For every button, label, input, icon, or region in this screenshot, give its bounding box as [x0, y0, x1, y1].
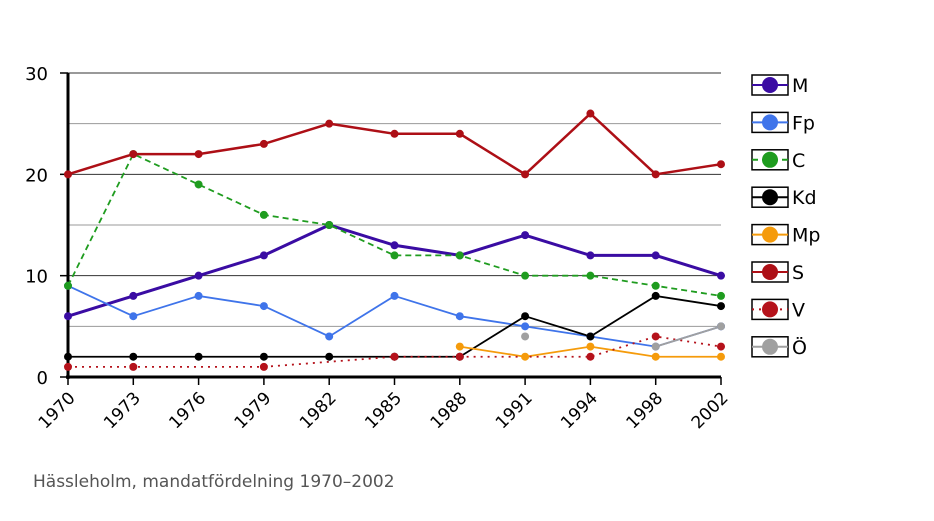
x-tick-label: 1979 — [231, 388, 276, 433]
data-point — [64, 281, 72, 290]
data-point — [194, 180, 203, 189]
data-point — [129, 150, 138, 159]
data-point — [390, 251, 399, 260]
data-point — [651, 332, 660, 341]
data-point — [455, 129, 464, 138]
data-point — [586, 109, 595, 118]
data-point — [586, 332, 595, 341]
x-tick-label: 1973 — [100, 388, 145, 433]
data-point — [717, 160, 725, 169]
legend-label: Mp — [792, 225, 820, 247]
data-point — [521, 231, 530, 240]
data-point — [259, 139, 268, 148]
data-point — [194, 271, 203, 280]
data-point — [64, 352, 72, 361]
data-point — [521, 322, 530, 331]
data-point — [259, 302, 268, 311]
legend-label: Fp — [792, 112, 815, 134]
x-tick-label: 1982 — [296, 388, 341, 433]
series-line — [655, 325, 722, 348]
data-point — [521, 332, 530, 341]
data-point — [455, 312, 464, 321]
data-point — [390, 291, 399, 300]
legend-marker — [762, 338, 778, 355]
data-point — [717, 302, 725, 311]
legend-label: C — [792, 150, 805, 172]
data-point — [194, 291, 203, 300]
data-point — [194, 150, 203, 159]
x-tick-label: 1970 — [35, 388, 80, 433]
data-point — [717, 291, 725, 300]
data-point — [651, 170, 660, 179]
data-point — [64, 170, 72, 179]
series-line — [67, 111, 722, 176]
legend-marker — [762, 189, 778, 206]
data-point — [521, 170, 530, 179]
data-point — [129, 362, 138, 371]
data-point — [586, 342, 595, 351]
legend-label: V — [792, 299, 805, 321]
legend-label: M — [792, 75, 808, 97]
data-point — [521, 352, 530, 361]
data-point — [651, 342, 660, 351]
data-point — [717, 342, 725, 351]
x-tick-label: 1991 — [492, 388, 537, 433]
legend-marker — [762, 301, 778, 318]
legend-marker — [762, 114, 778, 131]
data-point — [586, 271, 595, 280]
legend-marker — [762, 77, 778, 93]
data-point — [129, 312, 138, 321]
data-point — [325, 221, 334, 229]
data-point — [194, 352, 203, 361]
x-tick-label: 1994 — [557, 388, 602, 433]
legend-label: S — [792, 262, 804, 284]
y-tick-label: 10 — [25, 267, 48, 288]
data-point — [717, 352, 725, 361]
data-point — [129, 352, 138, 361]
x-tick-label: 1976 — [165, 388, 210, 433]
chart-caption: Hässleholm, mandatfördelning 1970–2002 — [33, 472, 395, 492]
data-point — [521, 271, 530, 280]
data-point — [651, 352, 660, 361]
legend-marker — [762, 264, 778, 280]
data-point — [586, 251, 595, 260]
data-point — [259, 251, 268, 260]
legend-label: Kd — [792, 187, 817, 209]
x-tick-label: 2002 — [688, 388, 733, 433]
data-point — [64, 312, 72, 321]
data-point — [390, 129, 399, 138]
data-point — [586, 352, 595, 361]
legend-label: Ö — [792, 336, 807, 359]
data-point — [325, 352, 334, 361]
data-point — [717, 322, 725, 331]
data-point — [651, 281, 660, 290]
data-point — [455, 352, 464, 361]
legend-marker — [762, 226, 778, 243]
x-tick-label: 1988 — [427, 388, 472, 433]
data-point — [455, 251, 464, 260]
series-line — [67, 223, 722, 318]
data-point — [325, 332, 334, 341]
y-tick-label: 20 — [25, 165, 48, 186]
y-tick-label: 0 — [37, 368, 48, 389]
data-point — [390, 241, 399, 250]
x-tick-label: 1998 — [623, 388, 668, 433]
data-point — [129, 291, 138, 300]
series-line — [67, 152, 722, 297]
data-point — [325, 119, 334, 128]
legend-marker — [762, 151, 778, 168]
data-point — [455, 342, 464, 351]
x-tick-label: 1985 — [361, 388, 406, 433]
data-point — [521, 312, 530, 321]
data-point — [64, 362, 72, 371]
data-point — [259, 352, 268, 361]
data-point — [259, 210, 268, 219]
data-point — [651, 251, 660, 260]
data-point — [259, 362, 268, 371]
data-point — [651, 291, 660, 300]
data-point — [717, 271, 725, 280]
y-tick-label: 30 — [25, 64, 48, 85]
data-point — [390, 352, 399, 361]
